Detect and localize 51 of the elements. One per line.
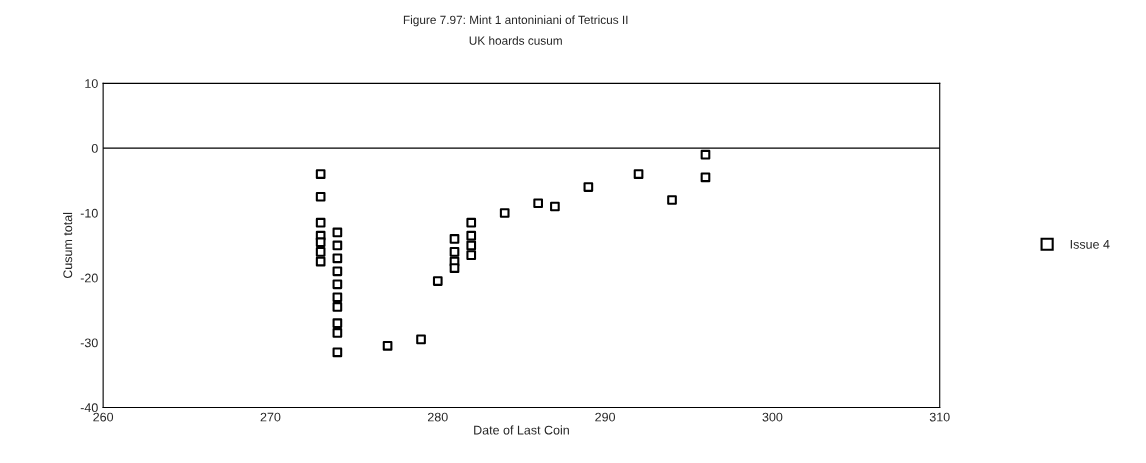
y-tick-label: -10 bbox=[80, 208, 98, 218]
point bbox=[499, 208, 510, 218]
point bbox=[332, 266, 343, 277]
point bbox=[700, 149, 711, 160]
x-tick-label: 270 bbox=[260, 412, 281, 422]
chart-subtitle: UK hoards cusum bbox=[469, 36, 562, 45]
x-axis-title: Date of Last Coin bbox=[474, 425, 569, 435]
x-tick-label: 280 bbox=[427, 412, 448, 422]
point bbox=[583, 182, 594, 192]
chart-title: Figure 7.97: Mint 1 antoniniani of Tetricus II bbox=[403, 15, 628, 27]
point bbox=[416, 334, 426, 345]
x-tick-label: 300 bbox=[762, 412, 783, 422]
point bbox=[633, 169, 644, 179]
y-tick-label: 0 bbox=[91, 143, 98, 153]
point bbox=[332, 328, 343, 338]
point bbox=[432, 276, 443, 286]
point bbox=[315, 247, 326, 257]
point bbox=[332, 227, 343, 238]
point bbox=[332, 279, 343, 290]
point bbox=[332, 302, 343, 312]
point bbox=[449, 263, 460, 273]
point bbox=[315, 191, 326, 202]
point bbox=[315, 237, 326, 247]
y-tick-label: -30 bbox=[80, 338, 98, 348]
point bbox=[550, 201, 560, 212]
x-tick-label: 290 bbox=[595, 412, 616, 422]
legend-label: Issue 4 bbox=[1070, 240, 1110, 249]
point bbox=[449, 247, 460, 257]
y-tick-label: -20 bbox=[80, 273, 98, 283]
y-axis-title: Cusum total bbox=[63, 212, 73, 279]
point bbox=[382, 341, 393, 351]
y-tick-label: 10 bbox=[85, 79, 98, 88]
point bbox=[466, 250, 477, 260]
point bbox=[315, 256, 326, 267]
point bbox=[466, 230, 477, 241]
point bbox=[332, 292, 343, 303]
y-tick-label: -40 bbox=[80, 403, 98, 413]
point bbox=[315, 217, 326, 228]
x-tick-label: 310 bbox=[929, 412, 950, 422]
point bbox=[466, 217, 477, 228]
point bbox=[700, 172, 711, 183]
point bbox=[449, 234, 460, 244]
point bbox=[332, 347, 343, 358]
point bbox=[332, 240, 343, 251]
point bbox=[466, 240, 477, 251]
point bbox=[667, 195, 677, 205]
point bbox=[533, 198, 543, 209]
point bbox=[315, 169, 326, 179]
point bbox=[332, 318, 343, 329]
x-tick-label: 260 bbox=[93, 412, 114, 422]
point bbox=[332, 253, 343, 264]
